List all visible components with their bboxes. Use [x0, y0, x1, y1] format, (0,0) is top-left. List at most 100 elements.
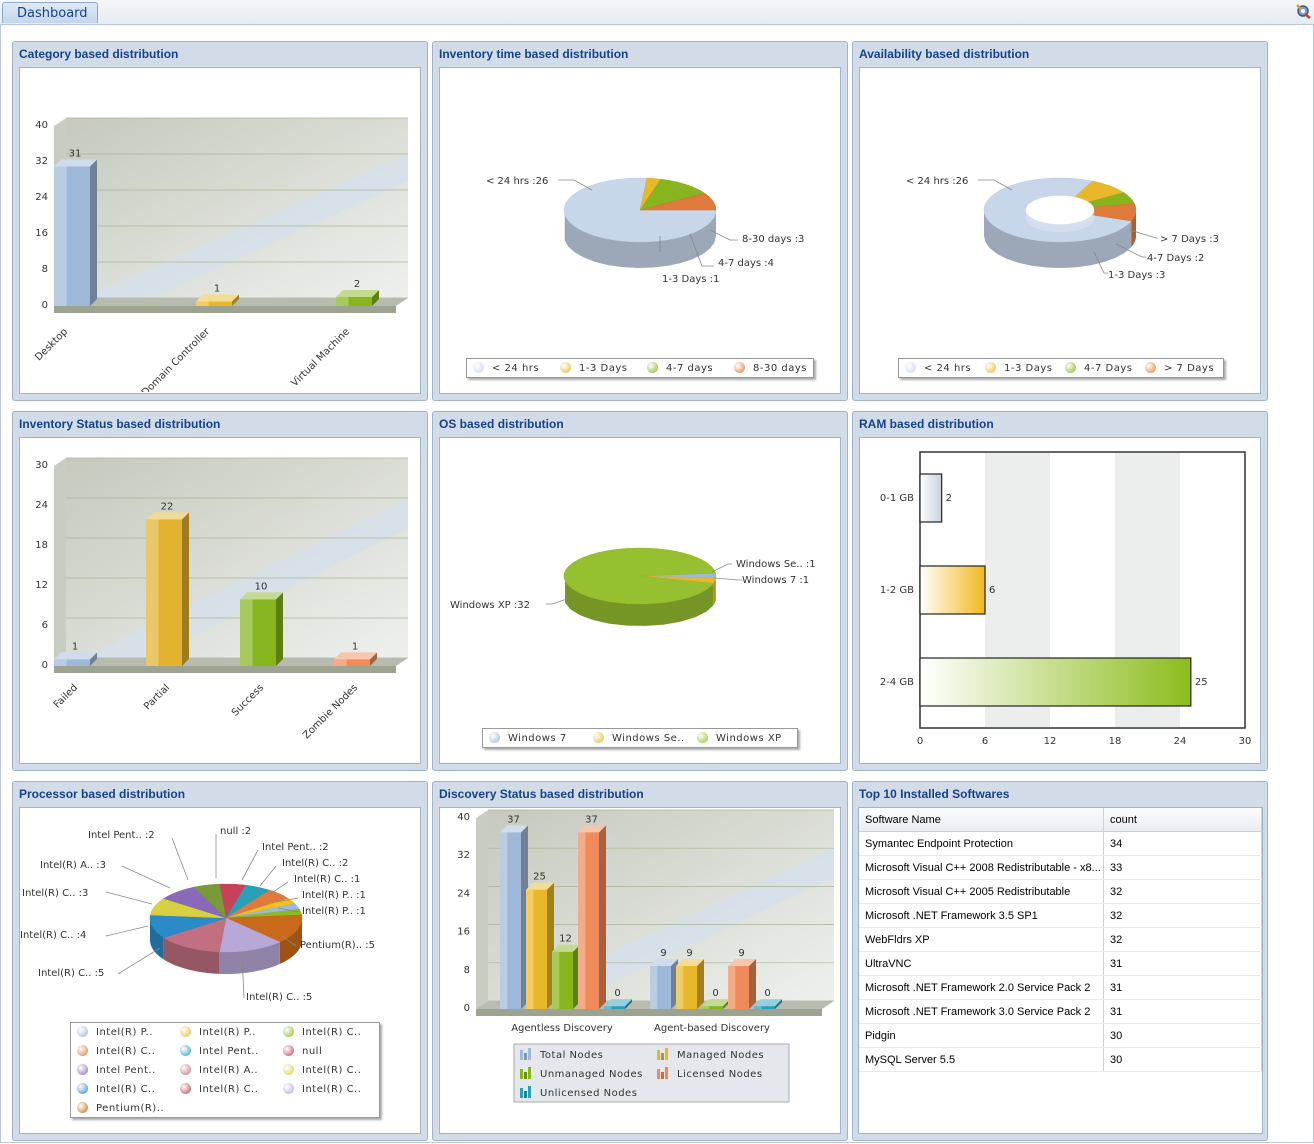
- legend-item[interactable]: Intel(R) P..: [180, 1026, 256, 1040]
- legend-item[interactable]: 1-3 Days: [560, 362, 627, 376]
- bar-1-4-side: [775, 999, 782, 1009]
- ram-hbar-chart: 0 6 12 18 24 30 2 0-1 GB 6 1-2 GB 25 2-4 GB: [880, 451, 1252, 747]
- legend-label: Intel Pent..: [199, 1046, 259, 1057]
- pie-side: [565, 580, 714, 626]
- column-header-count[interactable]: count: [1103, 808, 1262, 832]
- bar-1-2-front: [702, 1006, 723, 1009]
- legend-item[interactable]: Intel(R) C..: [77, 1045, 155, 1059]
- bar-1: [919, 565, 986, 615]
- legend-item[interactable]: Intel(R) P..: [77, 1026, 153, 1040]
- legend-item[interactable]: 1-3 Days: [985, 362, 1052, 376]
- legend-item[interactable]: null: [283, 1045, 322, 1059]
- slice-label: Intel(R) C.. :1: [294, 874, 360, 885]
- bar-2: [919, 657, 1192, 707]
- panel-title: Inventory time based distribution: [439, 47, 629, 61]
- y-tick-label: 24: [35, 500, 48, 511]
- table-row[interactable]: Pidgin 30: [859, 1023, 1262, 1048]
- legend-swatch-icon: [77, 1045, 88, 1056]
- legend-item[interactable]: 4-7 days: [647, 362, 713, 376]
- legend-item[interactable]: Windows Se..: [593, 732, 685, 746]
- legend-icon: [524, 1091, 527, 1098]
- category-bar-chart: 0 8 16 24 32 40 31 Desktop 1 Domain Controller 2 Vi…: [33, 117, 408, 393]
- y-tick-label: 2-4 GB: [880, 677, 914, 688]
- y-tick-label: 40: [35, 120, 48, 131]
- table-row[interactable]: Microsoft .NET Framework 3.5 SP1 32: [859, 903, 1262, 928]
- bar-2-side: [372, 290, 379, 306]
- bar-1-4-highlight: [754, 1006, 762, 1009]
- legend-item[interactable]: Pentium(R)..: [77, 1102, 164, 1116]
- legend-item[interactable]: Intel(R) C..: [283, 1083, 361, 1097]
- legend-icon: [657, 1050, 660, 1060]
- bar-0-highlight: [54, 659, 67, 666]
- y-tick-label: 32: [457, 850, 470, 861]
- bar-1-1-side: [697, 959, 704, 1009]
- bar-0-side: [90, 159, 97, 306]
- x-tick-label: Partial: [142, 682, 172, 712]
- legend-item[interactable]: Intel(R) C..: [180, 1083, 258, 1097]
- slice-label: 4-7 Days :2: [1147, 253, 1204, 264]
- table-row[interactable]: Microsoft Visual C++ 2008 Redistributabl…: [859, 855, 1262, 880]
- table-row[interactable]: Microsoft .NET Framework 2.0 Service Pac…: [859, 975, 1262, 1000]
- leader-line: [558, 179, 593, 191]
- slice-label: < 24 hrs :26: [906, 176, 968, 187]
- legend-item[interactable]: Intel(R) C..: [283, 1026, 361, 1040]
- legend-label: Intel(R) C..: [302, 1084, 362, 1095]
- data-label: 25: [533, 872, 546, 883]
- panel-os: OS based distribution Windows Se.. :1 Win…: [432, 411, 848, 771]
- settings-icon[interactable]: [1295, 3, 1311, 19]
- leader-line: [281, 935, 297, 947]
- legend-label: Pentium(R)..: [96, 1103, 165, 1114]
- x-tick-label: 30: [1239, 736, 1252, 747]
- leader-line: [1129, 229, 1158, 239]
- y-tick-label: 30: [35, 460, 48, 471]
- legend-item[interactable]: Intel Pent..: [77, 1064, 156, 1078]
- legend-item[interactable]: Windows XP: [697, 732, 782, 746]
- legend-item[interactable]: 4-7 Days: [1065, 362, 1132, 376]
- legend-icon: [520, 1050, 523, 1060]
- os-legend: Windows 7 Windows Se.. Windows XP: [482, 728, 798, 748]
- tab-dashboard[interactable]: Dashboard: [2, 2, 98, 23]
- legend-swatch-icon: [647, 362, 658, 373]
- legend-label: Intel(R) C..: [199, 1084, 259, 1095]
- table-row[interactable]: Symantec Endpoint Protection 34: [859, 831, 1262, 856]
- legend-item[interactable]: Windows 7: [489, 732, 567, 746]
- leader-line: [1115, 243, 1146, 258]
- data-label: 1: [214, 284, 220, 295]
- software-name-cell: Microsoft .NET Framework 3.5 SP1: [859, 903, 1104, 928]
- column-header-software-name[interactable]: Software Name: [859, 808, 1104, 832]
- legend-label: 4-7 Days: [1084, 363, 1133, 374]
- legend-swatch-icon: [180, 1064, 191, 1075]
- table-row[interactable]: MySQL Server 5.5 30: [859, 1047, 1262, 1072]
- legend-label: Unlicensed Nodes: [540, 1088, 637, 1099]
- pie-side: [564, 210, 716, 268]
- table-row[interactable]: WebFldrs XP 32: [859, 927, 1262, 952]
- legend-swatch-icon: [697, 732, 708, 743]
- bar-2-highlight: [240, 599, 253, 666]
- legend-icon: [528, 1086, 531, 1098]
- count-cell: 33: [1103, 855, 1262, 880]
- legend-item[interactable]: Intel(R) C..: [77, 1083, 155, 1097]
- x-tick-label: Zombie Nodes: [301, 682, 360, 741]
- table-row[interactable]: UltraVNC 31: [859, 951, 1262, 976]
- y-tick-label: 8: [42, 264, 48, 275]
- legend-item[interactable]: 8-30 days: [734, 362, 807, 376]
- software-table: Software Name count Symantec Endpoint Pr…: [859, 808, 1262, 1072]
- count-cell: 31: [1103, 951, 1262, 976]
- legend-label: 8-30 days: [753, 363, 807, 374]
- inventory-status-bar-chart: 0 6 12 18 24 30 1 Failed 22 Partial 10 Success 1 Zomb…: [35, 457, 408, 741]
- legend-item[interactable]: Intel Pent..: [180, 1045, 259, 1059]
- legend-item[interactable]: < 24 hrs: [473, 362, 539, 376]
- y-tick-label: 24: [35, 192, 48, 203]
- legend-item[interactable]: Intel(R) A..: [180, 1064, 258, 1078]
- leader-line: [546, 597, 571, 605]
- legend-icon: [520, 1088, 523, 1098]
- legend-swatch-icon: [180, 1083, 191, 1094]
- table-row[interactable]: Microsoft Visual C++ 2005 Redistributabl…: [859, 879, 1262, 904]
- table-row[interactable]: Microsoft .NET Framework 3.0 Service Pac…: [859, 999, 1262, 1024]
- software-name-cell: Microsoft .NET Framework 2.0 Service Pac…: [859, 975, 1104, 1000]
- legend-item[interactable]: < 24 hrs: [905, 362, 971, 376]
- slice-label: Intel(R) C.. :3: [22, 888, 88, 899]
- bar-1-highlight: [196, 301, 209, 306]
- legend-item[interactable]: > 7 Days: [1145, 362, 1214, 376]
- legend-item[interactable]: Intel(R) C..: [283, 1064, 361, 1078]
